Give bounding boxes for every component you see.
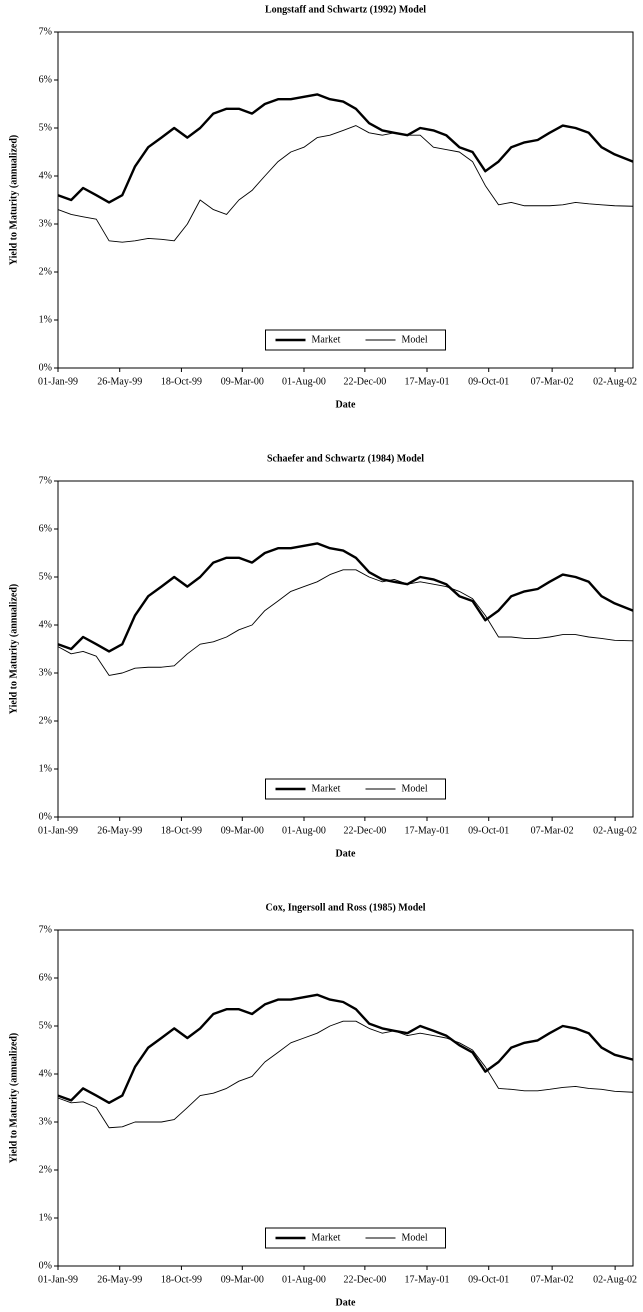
legend-label: Model [402, 334, 428, 345]
x-tick-label: 01-Jan-99 [38, 825, 78, 836]
y-tick-label: 1% [39, 763, 52, 774]
x-tick-label: 09-Mar-00 [221, 376, 264, 387]
x-tick-label: 26-May-99 [97, 1274, 142, 1285]
legend-label: Model [402, 783, 428, 794]
x-tick-label: 18-Oct-99 [161, 1274, 202, 1285]
y-tick-label: 1% [39, 314, 52, 325]
y-tick-label: 7% [39, 475, 52, 486]
y-tick-label: 5% [39, 1020, 52, 1031]
legend-box [265, 778, 446, 800]
y-tick-label: 4% [39, 170, 52, 181]
y-tick-label: 3% [39, 667, 52, 678]
legend-box [265, 329, 446, 351]
x-tick-label: 09-Oct-01 [468, 825, 509, 836]
x-tick-label: 26-May-99 [97, 825, 142, 836]
y-tick-label: 2% [39, 1164, 52, 1175]
y-tick-label: 4% [39, 1068, 52, 1079]
plot-frame [57, 929, 634, 1267]
x-tick-label: 22-Dec-00 [343, 825, 386, 836]
legend-label: Market [312, 1232, 341, 1243]
series-line [57, 993, 634, 1104]
series-line [57, 569, 634, 676]
x-tick-label: 01-Aug-00 [282, 376, 326, 387]
plot-frame [57, 31, 634, 369]
y-tick-label: 7% [39, 924, 52, 935]
series-line [57, 93, 634, 204]
y-tick-label: 6% [39, 74, 52, 85]
x-tick-label: 26-May-99 [97, 376, 142, 387]
x-tick-label: 17-May-01 [405, 1274, 450, 1285]
plot-frame [57, 480, 634, 818]
y-axis-title: Yield to Maturity (annualized) [8, 135, 19, 265]
legend-box [265, 1227, 446, 1249]
x-tick-label: 07-Mar-02 [531, 825, 574, 836]
chart-title: Cox, Ingersoll and Ross (1985) Model [265, 902, 425, 913]
y-tick-label: 1% [39, 1212, 52, 1223]
x-tick-label: 02-Aug-02 [593, 376, 637, 387]
chart: Schaefer and Schwartz (1984) Model 0% 1% 2%… [8, 453, 637, 859]
y-tick-label: 2% [39, 266, 52, 277]
y-axis-title: Yield to Maturity (annualized) [8, 1033, 19, 1163]
series-line [57, 542, 634, 653]
x-tick-label: 18-Oct-99 [161, 825, 202, 836]
x-tick-label: 07-Mar-02 [531, 376, 574, 387]
x-tick-label: 01-Aug-00 [282, 1274, 326, 1285]
y-tick-label: 2% [39, 715, 52, 726]
x-tick-label: 17-May-01 [405, 376, 450, 387]
x-tick-label: 09-Oct-01 [468, 376, 509, 387]
x-tick-label: 02-Aug-02 [593, 825, 637, 836]
y-tick-label: 0% [39, 1260, 52, 1271]
y-tick-label: 3% [39, 218, 52, 229]
x-tick-label: 01-Aug-00 [282, 825, 326, 836]
y-tick-label: 0% [39, 811, 52, 822]
y-axis-title: Yield to Maturity (annualized) [8, 584, 19, 714]
x-axis-title: Date [336, 848, 357, 859]
series-line [57, 1020, 634, 1129]
x-tick-label: 22-Dec-00 [343, 1274, 386, 1285]
y-tick-label: 0% [39, 362, 52, 373]
y-tick-label: 5% [39, 122, 52, 133]
y-tick-label: 4% [39, 619, 52, 630]
chart: Longstaff and Schwartz (1992) Model 0% 1% 2… [8, 4, 637, 410]
chart: Cox, Ingersoll and Ross (1985) Model 0% 1%… [8, 902, 637, 1308]
x-axis-title: Date [336, 1297, 357, 1308]
legend: Market Model [265, 329, 446, 351]
x-tick-label: 09-Mar-00 [221, 825, 264, 836]
y-tick-label: 5% [39, 571, 52, 582]
x-tick-label: 22-Dec-00 [343, 376, 386, 387]
x-tick-label: 02-Aug-02 [593, 1274, 637, 1285]
x-tick-label: 09-Mar-00 [221, 1274, 264, 1285]
legend-label: Market [312, 334, 341, 345]
x-tick-label: 07-Mar-02 [531, 1274, 574, 1285]
series-line [57, 125, 634, 243]
y-tick-label: 7% [39, 26, 52, 37]
legend-label: Model [402, 1232, 428, 1243]
y-tick-label: 6% [39, 523, 52, 534]
x-axis-title: Date [336, 399, 357, 410]
x-tick-label: 01-Jan-99 [38, 1274, 78, 1285]
legend-label: Market [312, 783, 341, 794]
legend: Market Model [265, 1227, 446, 1249]
chart-title: Longstaff and Schwartz (1992) Model [265, 4, 426, 15]
x-tick-label: 01-Jan-99 [38, 376, 78, 387]
y-tick-label: 3% [39, 1116, 52, 1127]
x-tick-label: 17-May-01 [405, 825, 450, 836]
legend: Market Model [265, 778, 446, 800]
y-tick-label: 6% [39, 972, 52, 983]
x-tick-label: 09-Oct-01 [468, 1274, 509, 1285]
x-tick-label: 18-Oct-99 [161, 376, 202, 387]
chart-title: Schaefer and Schwartz (1984) Model [267, 453, 424, 464]
